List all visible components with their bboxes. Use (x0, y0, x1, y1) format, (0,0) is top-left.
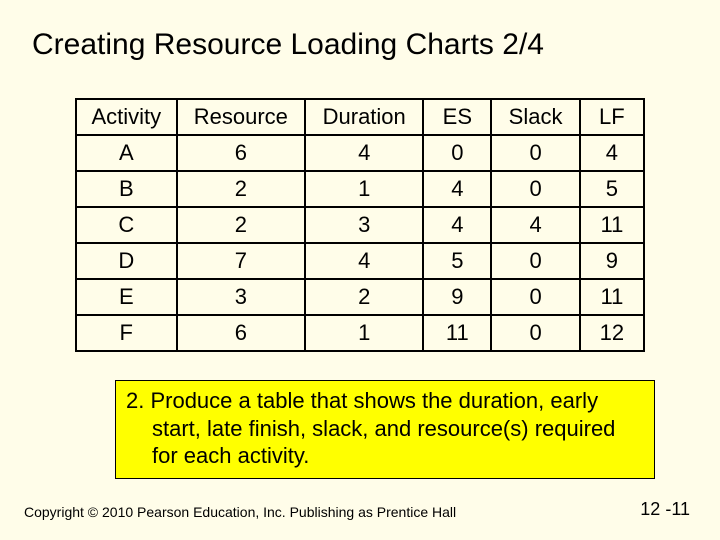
slide: Creating Resource Loading Charts 2/4 Act… (0, 0, 720, 540)
activity-table: Activity Resource Duration ES Slack LF A… (75, 98, 645, 352)
slide-title: Creating Resource Loading Charts 2/4 (32, 28, 696, 62)
cell-es: 4 (423, 207, 491, 243)
cell-slack: 4 (491, 207, 579, 243)
table-row: F6111012 (76, 315, 644, 351)
cell-slack: 0 (491, 171, 579, 207)
cell-resource: 6 (177, 315, 306, 351)
cell-duration: 1 (305, 315, 423, 351)
cell-activity: E (76, 279, 177, 315)
col-header-resource: Resource (177, 99, 306, 135)
copyright-text: Copyright © 2010 Pearson Education, Inc.… (24, 504, 456, 520)
cell-activity: A (76, 135, 177, 171)
table-body: A64004B21405C234411D74509E329011F6111012 (76, 135, 644, 351)
table-row: D74509 (76, 243, 644, 279)
cell-duration: 4 (305, 243, 423, 279)
cell-resource: 7 (177, 243, 306, 279)
cell-es: 0 (423, 135, 491, 171)
cell-slack: 0 (491, 243, 579, 279)
col-header-duration: Duration (305, 99, 423, 135)
cell-duration: 4 (305, 135, 423, 171)
cell-duration: 1 (305, 171, 423, 207)
cell-lf: 9 (580, 243, 644, 279)
col-header-activity: Activity (76, 99, 177, 135)
step-callout: 2. Produce a table that shows the durati… (115, 380, 655, 479)
cell-lf: 5 (580, 171, 644, 207)
cell-activity: C (76, 207, 177, 243)
table-row: B21405 (76, 171, 644, 207)
cell-slack: 0 (491, 315, 579, 351)
cell-resource: 6 (177, 135, 306, 171)
table-row: E329011 (76, 279, 644, 315)
cell-es: 11 (423, 315, 491, 351)
cell-es: 9 (423, 279, 491, 315)
cell-resource: 3 (177, 279, 306, 315)
cell-es: 4 (423, 171, 491, 207)
col-header-es: ES (423, 99, 491, 135)
cell-lf: 4 (580, 135, 644, 171)
page-number: 12 -11 (640, 499, 690, 520)
cell-lf: 11 (580, 279, 644, 315)
cell-es: 5 (423, 243, 491, 279)
activity-table-wrap: Activity Resource Duration ES Slack LF A… (75, 98, 645, 352)
cell-resource: 2 (177, 207, 306, 243)
cell-resource: 2 (177, 171, 306, 207)
table-header-row: Activity Resource Duration ES Slack LF (76, 99, 644, 135)
cell-lf: 12 (580, 315, 644, 351)
cell-activity: D (76, 243, 177, 279)
col-header-lf: LF (580, 99, 644, 135)
cell-slack: 0 (491, 135, 579, 171)
cell-activity: F (76, 315, 177, 351)
table-row: A64004 (76, 135, 644, 171)
cell-activity: B (76, 171, 177, 207)
table-row: C234411 (76, 207, 644, 243)
cell-duration: 3 (305, 207, 423, 243)
cell-lf: 11 (580, 207, 644, 243)
cell-duration: 2 (305, 279, 423, 315)
col-header-slack: Slack (491, 99, 579, 135)
cell-slack: 0 (491, 279, 579, 315)
step-callout-text: 2. Produce a table that shows the durati… (126, 387, 644, 470)
